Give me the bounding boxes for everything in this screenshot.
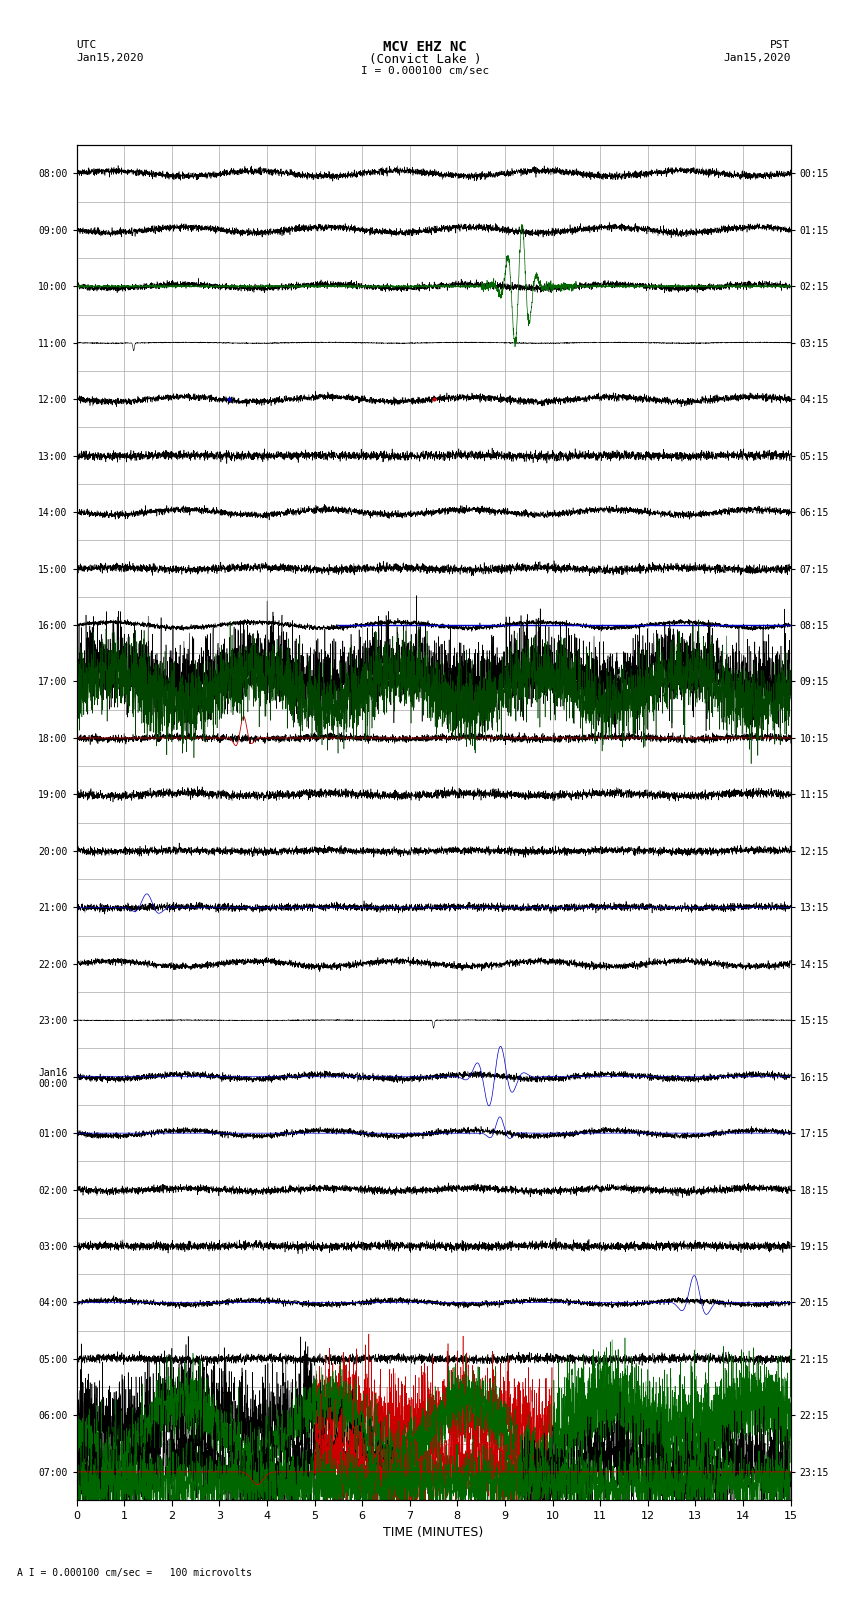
Text: MCV EHZ NC: MCV EHZ NC	[383, 40, 467, 55]
Text: A I = 0.000100 cm/sec =   100 microvolts: A I = 0.000100 cm/sec = 100 microvolts	[17, 1568, 252, 1578]
Text: UTC: UTC	[76, 40, 97, 50]
Text: Jan15,2020: Jan15,2020	[76, 53, 144, 63]
X-axis label: TIME (MINUTES): TIME (MINUTES)	[383, 1526, 484, 1539]
Text: I = 0.000100 cm/sec: I = 0.000100 cm/sec	[361, 66, 489, 76]
Text: (Convict Lake ): (Convict Lake )	[369, 53, 481, 66]
Text: PST: PST	[770, 40, 790, 50]
Text: Jan15,2020: Jan15,2020	[723, 53, 791, 63]
